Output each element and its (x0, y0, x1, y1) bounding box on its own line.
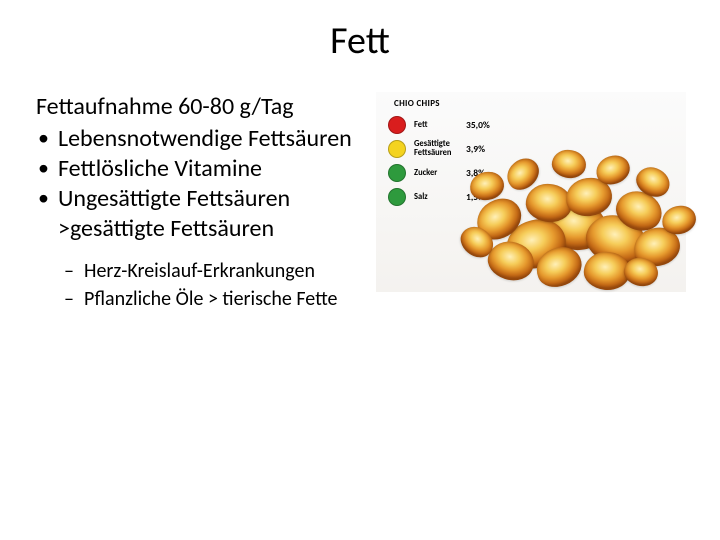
dot-icon (388, 140, 406, 158)
list-item: Lebensnotwendige Fettsäuren (36, 124, 366, 154)
content-columns: Fettaufnahme 60-80 g/Tag Lebensnotwendig… (36, 92, 684, 314)
nutrition-infographic: CHIO CHIPS Fett 35,0% Gesättigte Fettsäu… (376, 92, 686, 292)
list-item: Herz-Kreislauf-Erkrankungen (64, 258, 366, 284)
text-column: Fettaufnahme 60-80 g/Tag Lebensnotwendig… (36, 92, 366, 314)
traffic-light-row-salt: Salz 1,5% (388, 186, 485, 208)
list-item: Pflanzliche Öle > tierische Fette (64, 286, 366, 312)
nutrient-label: Zucker (414, 169, 462, 178)
dot-icon (388, 116, 406, 134)
infographic-title: CHIO CHIPS (394, 98, 440, 109)
bullet-list: Lebensnotwendige Fettsäuren Fettlösliche… (36, 124, 366, 244)
dot-icon (388, 188, 406, 206)
dot-icon (388, 164, 406, 182)
nutrient-value: 1,5% (466, 191, 485, 203)
traffic-light-row-satfat: Gesättigte Fettsäuren 3,9% (388, 138, 485, 160)
image-column: CHIO CHIPS Fett 35,0% Gesättigte Fettsäu… (376, 92, 686, 314)
traffic-light-row-fat: Fett 35,0% (388, 114, 490, 136)
page-title: Fett (36, 18, 684, 64)
nutrient-label: Fett (414, 121, 462, 130)
list-item: Ungesättigte Fettsäuren >gesättigte Fett… (36, 184, 366, 244)
nutrient-value: 3,9% (466, 143, 485, 155)
nutrient-label: Gesättigte Fettsäuren (414, 140, 462, 158)
nutrient-value: 3,8% (466, 167, 485, 179)
sub-bullet-list: Herz-Kreislauf-Erkrankungen Pflanzliche … (36, 258, 366, 312)
intro-text: Fettaufnahme 60-80 g/Tag (36, 92, 366, 122)
traffic-light-row-sugar: Zucker 3,8% (388, 162, 485, 184)
chips-illustration (466, 132, 706, 292)
list-item: Fettlösliche Vitamine (36, 154, 366, 184)
slide: Fett Fettaufnahme 60-80 g/Tag Lebensnotw… (0, 0, 720, 540)
nutrient-label: Salz (414, 193, 462, 202)
nutrient-value: 35,0% (466, 119, 490, 131)
